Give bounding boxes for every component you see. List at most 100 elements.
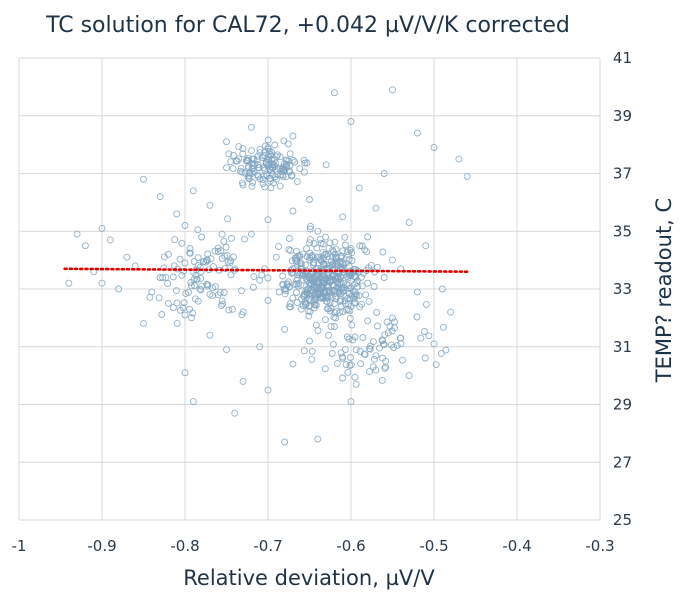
data-point xyxy=(241,235,248,243)
data-point xyxy=(235,155,243,163)
data-point xyxy=(333,307,341,315)
data-point xyxy=(176,306,184,314)
data-point xyxy=(374,322,381,330)
data-point xyxy=(356,242,364,250)
data-point xyxy=(291,158,299,166)
data-point xyxy=(381,364,389,372)
data-point xyxy=(336,280,344,288)
x-tick-label: -0.7 xyxy=(253,537,282,555)
data-point xyxy=(351,373,359,381)
data-point xyxy=(106,236,114,244)
data-point xyxy=(379,248,387,256)
x-tick-label: -0.3 xyxy=(585,537,614,555)
data-point xyxy=(169,304,177,312)
data-point xyxy=(289,156,297,164)
data-point xyxy=(264,216,272,224)
data-point xyxy=(264,386,272,394)
data-point xyxy=(273,170,281,178)
data-point xyxy=(178,271,186,279)
data-point xyxy=(197,286,205,294)
data-point xyxy=(303,245,310,253)
data-point xyxy=(305,273,313,281)
data-point xyxy=(384,329,392,337)
data-point xyxy=(358,242,366,250)
data-point xyxy=(346,362,354,369)
x-tick-label: -0.6 xyxy=(336,537,365,555)
data-point xyxy=(336,290,344,298)
data-point xyxy=(258,271,266,279)
data-point xyxy=(244,157,252,165)
data-point xyxy=(314,327,322,335)
data-point xyxy=(281,167,289,174)
data-point xyxy=(413,129,421,137)
data-point xyxy=(378,336,386,344)
y-tick-label: 27 xyxy=(613,453,632,471)
data-points xyxy=(65,86,471,446)
data-point xyxy=(379,337,387,345)
data-point xyxy=(306,236,314,244)
data-point xyxy=(317,256,325,264)
data-point xyxy=(173,210,181,218)
data-point xyxy=(332,314,340,322)
data-point xyxy=(224,215,232,223)
data-point xyxy=(256,343,264,351)
data-point xyxy=(172,287,180,295)
data-point xyxy=(324,253,332,260)
x-tick-label: -0.4 xyxy=(502,537,531,555)
data-point xyxy=(223,138,230,146)
data-point xyxy=(334,269,342,277)
data-point xyxy=(123,253,131,261)
data-point xyxy=(189,187,197,195)
data-point xyxy=(337,265,344,273)
data-point xyxy=(366,368,373,376)
data-point xyxy=(253,156,261,164)
data-point xyxy=(357,360,365,368)
data-point xyxy=(274,151,282,159)
data-point xyxy=(190,276,198,284)
data-point xyxy=(220,238,228,245)
y-axis-title: TEMP? readout, C xyxy=(652,198,676,383)
data-point xyxy=(160,253,168,261)
data-point xyxy=(330,286,338,294)
data-point xyxy=(247,123,255,131)
data-point xyxy=(268,155,276,163)
data-point xyxy=(190,258,198,265)
data-point xyxy=(397,265,405,273)
data-point xyxy=(310,261,317,269)
data-point xyxy=(322,297,330,305)
data-point xyxy=(293,299,301,306)
data-point xyxy=(363,248,371,256)
data-point xyxy=(181,222,189,229)
data-point xyxy=(355,292,363,300)
data-point xyxy=(310,283,318,291)
y-tick-label: 31 xyxy=(613,338,632,356)
data-point xyxy=(289,360,297,368)
data-point xyxy=(347,354,354,361)
data-point xyxy=(344,368,352,376)
data-point xyxy=(455,155,463,163)
data-point xyxy=(204,282,212,290)
data-point xyxy=(366,342,374,350)
data-point xyxy=(192,271,200,279)
data-point xyxy=(244,173,252,181)
data-point xyxy=(160,264,168,272)
data-point xyxy=(320,260,328,268)
data-point xyxy=(304,276,312,284)
data-point xyxy=(181,369,189,377)
data-point xyxy=(421,354,429,362)
data-point xyxy=(218,297,226,305)
data-point xyxy=(264,145,272,153)
data-point xyxy=(223,346,230,354)
data-point xyxy=(296,165,304,173)
data-point xyxy=(300,347,308,355)
data-point xyxy=(81,242,89,250)
data-point xyxy=(352,380,360,388)
data-point xyxy=(303,300,310,308)
data-point xyxy=(417,334,425,342)
data-point xyxy=(344,274,352,282)
data-point xyxy=(283,280,291,288)
data-point xyxy=(173,299,181,307)
data-point xyxy=(249,179,257,186)
data-point xyxy=(180,267,188,275)
data-point xyxy=(289,207,297,215)
